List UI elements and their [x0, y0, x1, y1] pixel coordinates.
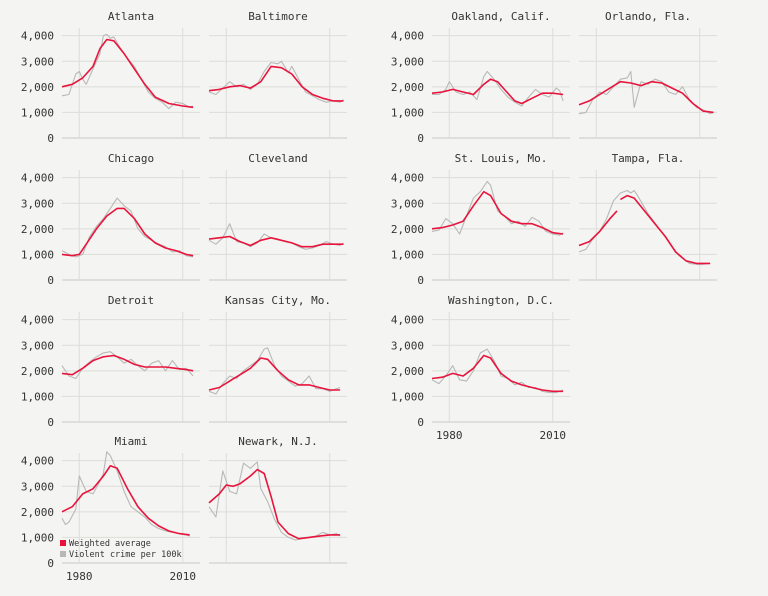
x-tick-label: 2010	[540, 429, 567, 442]
raw-series-line	[578, 70, 714, 115]
average-series-line	[208, 357, 341, 391]
raw-series-line	[432, 70, 564, 107]
panel-title: St. Louis, Mo.	[455, 152, 548, 165]
y-tick-label: 2,000	[21, 81, 54, 94]
average-series-line	[620, 194, 711, 265]
average-series-line	[208, 468, 341, 540]
panel-tampa-fla: Tampa, Fla.	[578, 152, 717, 281]
y-tick-label: 2,000	[391, 223, 424, 236]
average-series-line	[61, 354, 194, 376]
y-tick-label: 0	[417, 132, 424, 145]
panel-title: Washington, D.C.	[448, 294, 554, 307]
y-tick-label: 1,000	[391, 390, 424, 403]
panel-detroit: Detroit 0 1,000 2,000 3,000 4,000	[21, 294, 200, 429]
y-tick-label: 4,000	[391, 172, 424, 185]
y-tick-label: 3,000	[21, 339, 54, 352]
raw-series-line	[208, 60, 344, 103]
average-series-line	[431, 78, 564, 105]
y-tick-label: 0	[47, 274, 54, 287]
y-tick-label: 0	[47, 557, 54, 570]
raw-series-line	[61, 197, 194, 258]
panel-atlanta: Atlanta 0 1,000 2,000 3,000 4,000	[21, 10, 200, 145]
x-tick-label: 2010	[170, 570, 197, 583]
panel-title: Kansas City, Mo.	[225, 294, 331, 307]
panel-chicago: Chicago 0 1,000 2,000 3,000 4,000	[21, 152, 200, 287]
panel-title: Miami	[114, 435, 147, 448]
panel-kansas-city-mo: Kansas City, Mo.	[208, 294, 347, 423]
panel-title: Detroit	[108, 294, 154, 307]
x-tick-label: 1980	[66, 570, 93, 583]
y-tick-label: 3,000	[391, 339, 424, 352]
y-tick-label: 1,000	[21, 531, 54, 544]
average-series-line	[431, 190, 564, 235]
panel-title: Newark, N.J.	[238, 435, 317, 448]
y-tick-label: 2,000	[21, 223, 54, 236]
average-series-line	[578, 80, 714, 114]
average-series-line	[61, 465, 190, 536]
legend-label-raw: Violent crime per 100k	[69, 550, 182, 560]
panel-newark-n-j: Newark, N.J.	[208, 435, 347, 564]
y-tick-label: 3,000	[21, 55, 54, 68]
raw-series-line	[61, 351, 194, 380]
legend-swatch-average	[60, 540, 66, 546]
panel-washington-d-c: Washington, D.C. 0 1,000 2,000 3,000 4,000 198…	[391, 294, 570, 442]
panel-title: Baltimore	[248, 10, 308, 23]
y-tick-label: 2,000	[391, 81, 424, 94]
y-tick-label: 1,000	[391, 106, 424, 119]
y-tick-label: 1,000	[391, 248, 424, 261]
panel-title: Atlanta	[108, 10, 154, 23]
average-series-line	[208, 235, 344, 248]
legend-swatch-raw	[60, 551, 66, 557]
y-tick-label: 3,000	[391, 55, 424, 68]
y-tick-label: 1,000	[21, 390, 54, 403]
raw-series-line	[61, 33, 194, 110]
y-tick-label: 3,000	[21, 480, 54, 493]
y-tick-label: 0	[417, 416, 424, 429]
panel-baltimore: Baltimore	[208, 10, 347, 139]
y-tick-label: 4,000	[391, 30, 424, 43]
raw-series-line	[208, 347, 341, 395]
panel-title: Cleveland	[248, 152, 308, 165]
y-tick-label: 1,000	[21, 106, 54, 119]
y-tick-label: 2,000	[391, 365, 424, 378]
y-tick-label: 0	[47, 416, 54, 429]
average-series-line	[431, 354, 564, 393]
panel-oakland-calif: Oakland, Calif. 0 1,000 2,000 3,000 4,000	[391, 10, 570, 145]
raw-series-line	[61, 451, 190, 537]
x-tick-label: 1980	[436, 429, 463, 442]
panel-title: Orlando, Fla.	[605, 10, 691, 23]
y-tick-label: 3,000	[391, 197, 424, 210]
y-tick-label: 4,000	[21, 172, 54, 185]
y-tick-label: 2,000	[21, 506, 54, 519]
average-series-line	[578, 210, 618, 247]
panel-title: Oakland, Calif.	[451, 10, 550, 23]
panel-title: Chicago	[108, 152, 154, 165]
average-series-line	[208, 65, 344, 102]
y-tick-label: 3,000	[21, 197, 54, 210]
panel-st-louis-mo: St. Louis, Mo. 0 1,000 2,000 3,000 4,000	[391, 152, 570, 287]
panel-cleveland: Cleveland	[208, 152, 347, 281]
panel-orlando-fla: Orlando, Fla.	[578, 10, 717, 139]
legend-label-average: Weighted average	[69, 539, 151, 549]
raw-series-line	[208, 461, 341, 541]
average-series-line	[61, 38, 194, 109]
y-tick-label: 4,000	[391, 314, 424, 327]
average-series-line	[61, 207, 194, 257]
raw-series-line	[578, 189, 711, 266]
panel-title: Tampa, Fla.	[612, 152, 685, 165]
y-tick-label: 0	[47, 132, 54, 145]
y-tick-label: 4,000	[21, 30, 54, 43]
y-tick-label: 1,000	[21, 248, 54, 261]
panel-miami: Miami 0 1,000 2,000 3,000 4,000 1980 2010	[21, 435, 200, 583]
y-tick-label: 0	[417, 274, 424, 287]
y-tick-label: 4,000	[21, 455, 54, 468]
y-tick-label: 4,000	[21, 314, 54, 327]
y-tick-label: 2,000	[21, 365, 54, 378]
